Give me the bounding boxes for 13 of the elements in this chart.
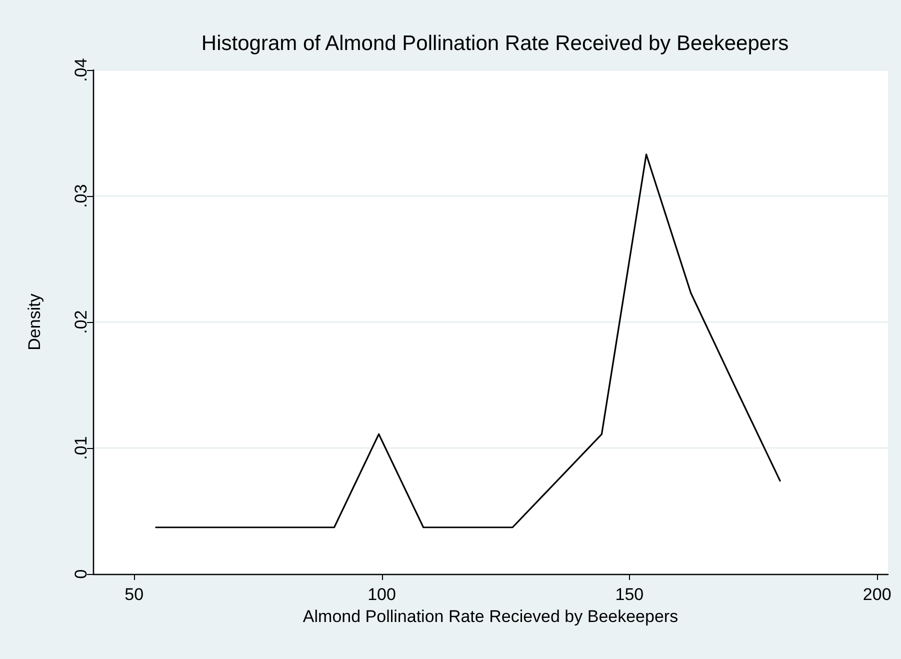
- line-series: [155, 154, 781, 528]
- y-tick-label: .02: [72, 310, 90, 334]
- x-tick-label: 200: [862, 585, 892, 604]
- x-tick-label: 100: [368, 585, 396, 604]
- x-tick-label: 50: [124, 585, 144, 604]
- y-tick-label: .03: [72, 184, 90, 208]
- y-tick-label: .04: [72, 58, 90, 82]
- x-axis-title: Almond Pollination Rate Recieved by Beekeepers: [302, 606, 678, 626]
- chart-title: Histogram of Almond Pollination Rate Received by Beekeepers: [201, 32, 789, 55]
- x-tick-label: 150: [615, 585, 644, 604]
- y-tick-label: 0: [72, 569, 90, 579]
- y-axis-title: Density: [25, 293, 44, 350]
- y-tick-label: .01: [72, 436, 90, 460]
